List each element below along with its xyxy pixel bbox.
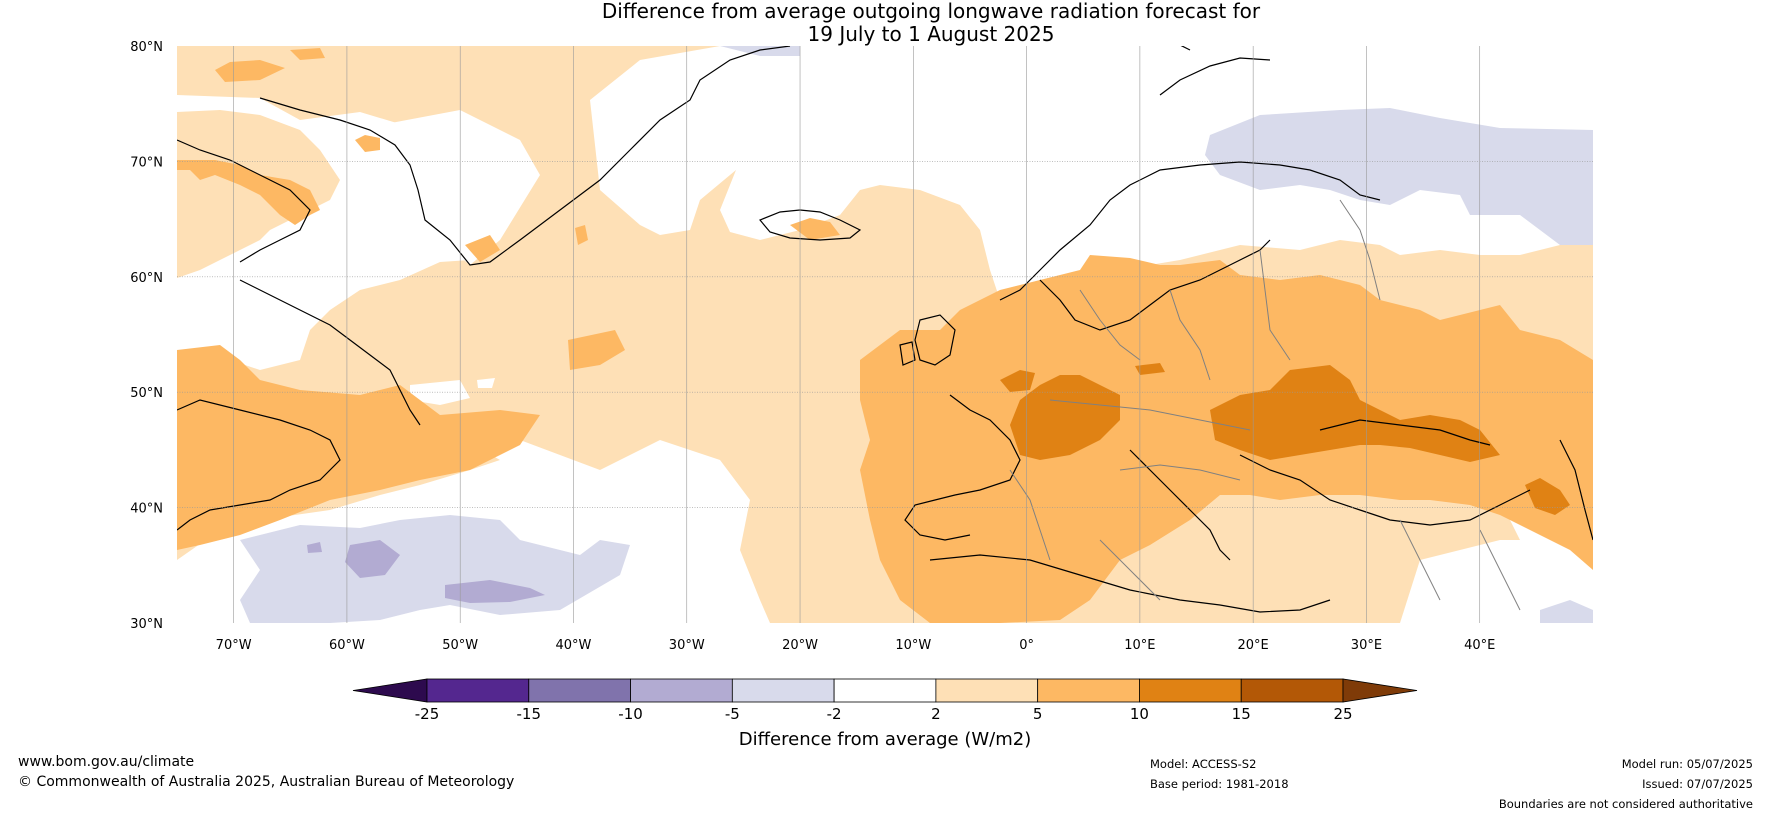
chart-title: Difference from average outgoing longwav… <box>226 0 1636 46</box>
colorbar-bin <box>1139 678 1242 703</box>
longitude-label: 20°E <box>1238 638 1269 653</box>
latitude-label: 70°N <box>130 155 163 170</box>
footer-website[interactable]: www.bom.gov.au/climate <box>18 754 195 770</box>
footer-model-run: Model run: 05/07/2025 <box>1621 757 1753 771</box>
longitude-label: 10°E <box>1124 638 1155 653</box>
colorbar-tick-label: -10 <box>618 705 643 723</box>
colorbar-label: Difference from average (W/m2) <box>739 729 1031 750</box>
title-line-2: 19 July to 1 August 2025 <box>807 22 1055 46</box>
colorbar-tick-label: 10 <box>1130 705 1149 723</box>
longitude-labels: 70°W 60°W 50°W 40°W 30°W 20°W 10°W 0° 10°E 20°E 30… <box>216 638 1496 653</box>
colorbar-bin <box>426 678 530 703</box>
footer-model: Model: ACCESS-S2 <box>1150 757 1257 771</box>
longitude-label: 70°W <box>216 638 252 653</box>
longitude-label: 0° <box>1019 638 1034 653</box>
longitude-label: 40°W <box>556 638 592 653</box>
colorbar-tick-label: -2 <box>827 705 842 723</box>
longitude-label: 20°W <box>782 638 818 653</box>
gridlines <box>177 46 1593 623</box>
colorbar-extend-low <box>352 678 428 703</box>
footer-copyright: © Commonwealth of Australia 2025, Austra… <box>18 774 515 790</box>
country-borders <box>1009 199 1521 611</box>
footer-base-period: Base period: 1981-2018 <box>1150 777 1289 791</box>
colorbar-bin <box>1240 678 1344 703</box>
colorbar-tick-label: -15 <box>517 705 542 723</box>
anomaly-positive-strong <box>1000 363 1570 515</box>
anomaly-negative-medium <box>307 540 545 603</box>
colorbar-bin <box>630 678 733 703</box>
colorbar-bin <box>528 678 631 703</box>
colorbar-extend-high <box>1342 678 1418 703</box>
colorbar-tick-label: 15 <box>1232 705 1251 723</box>
colorbar-tick-label: 2 <box>931 705 941 723</box>
colorbar: -25 -15 -10 -5 -2 2 5 10 15 25 <box>352 678 1418 723</box>
colorbar-bin <box>833 678 937 703</box>
colorbar-bin <box>935 678 1039 703</box>
title-line-1: Difference from average outgoing longwav… <box>601 0 1261 23</box>
longitude-label: 30°W <box>669 638 705 653</box>
latitude-label: 30°N <box>130 617 163 632</box>
colorbar-tick-label: 25 <box>1333 705 1352 723</box>
colorbar-tick-label: -25 <box>415 705 440 723</box>
longitude-label: 40°E <box>1464 638 1495 653</box>
latitude-label: 40°N <box>130 502 163 517</box>
longitude-label: 50°W <box>442 638 478 653</box>
latitude-label: 60°N <box>130 271 163 286</box>
colorbar-bin <box>1037 678 1140 703</box>
longitude-label: 60°W <box>329 638 365 653</box>
colorbar-bin <box>731 678 835 703</box>
longitude-label: 30°E <box>1351 638 1382 653</box>
latitude-label: 80°N <box>130 40 163 55</box>
map-plot-area <box>177 46 1593 623</box>
latitude-label: 50°N <box>130 386 163 401</box>
footer-disclaimer: Boundaries are not considered authoritat… <box>1498 797 1753 811</box>
footer-issued: Issued: 07/07/2025 <box>1642 777 1753 791</box>
latitude-labels: 80°N 70°N 60°N 50°N 40°N 30°N <box>130 40 163 632</box>
colorbar-tick-label: 5 <box>1033 705 1043 723</box>
colorbar-tick-label: -5 <box>725 705 740 723</box>
longitude-label: 10°W <box>895 638 931 653</box>
